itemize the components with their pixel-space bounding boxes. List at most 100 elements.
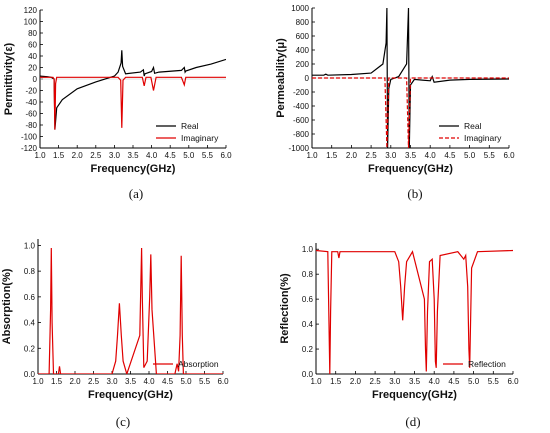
x-axis-label: Frequency(GHz) [91, 163, 176, 175]
x-tick-label: 4.0 [143, 377, 155, 386]
y-axis-label: Permeability(μ) [275, 38, 287, 118]
x-tick-label: 2.5 [370, 377, 382, 386]
x-tick-label: 4.0 [146, 151, 158, 160]
y-tick-label: 0.2 [302, 345, 314, 354]
chart-panel-3: 1.0 1.5 2.0 2.5 3.0 3.5 4.0 4.5 5.0 5.5 6.0 0.0 0.2 0… [1, 239, 229, 429]
y-tick-label: -100 [21, 133, 38, 142]
series-line-absorption [38, 247, 223, 374]
legend-label: Absorption [178, 359, 219, 369]
panel-caption: (a) [129, 186, 143, 201]
y-tick-label: -80 [25, 121, 37, 130]
panel-caption: (c) [116, 414, 130, 429]
y-tick-label: 0.2 [24, 344, 36, 353]
legend-label: Real [181, 121, 199, 131]
x-tick-label: 3.5 [409, 377, 421, 386]
x-tick-label: 4.5 [165, 151, 177, 160]
x-axis-label: Frequency(GHz) [368, 163, 453, 175]
y-tick-label: -60 [25, 110, 37, 119]
x-tick-label: 2.0 [346, 151, 358, 160]
y-tick-label: 0 [33, 75, 38, 84]
chart-panel-2: 1.0 1.5 2.0 2.5 3.0 3.5 4.0 4.5 5.0 5.5 6.0 -1000 -8… [275, 4, 515, 201]
x-axis-label: Frequency(GHz) [372, 389, 457, 401]
y-tick-label: -200 [293, 88, 310, 97]
series-line-imaginary [40, 76, 226, 130]
y-tick-label: 200 [296, 60, 310, 69]
y-tick-label: 1.0 [24, 241, 36, 250]
series-line-real [40, 50, 226, 130]
x-tick-label: 2.0 [69, 377, 81, 386]
x-tick-label: 5.5 [202, 151, 214, 160]
x-tick-label: 2.5 [88, 377, 100, 386]
y-tick-label: 0.6 [302, 295, 314, 304]
y-tick-label: -20 [25, 87, 37, 96]
y-tick-label: 20 [28, 64, 37, 73]
x-tick-label: 3.5 [125, 377, 137, 386]
series-line-reflection [316, 249, 513, 374]
y-tick-label: -800 [293, 130, 310, 139]
x-tick-label: 3.5 [127, 151, 139, 160]
panel-caption: (d) [405, 414, 420, 429]
y-tick-label: -400 [293, 102, 310, 111]
y-tick-label: 0.8 [302, 270, 314, 279]
y-tick-label: 120 [24, 6, 38, 15]
x-tick-label: 3.5 [405, 151, 417, 160]
y-tick-label: 60 [28, 41, 37, 50]
x-tick-label: 2.0 [72, 151, 84, 160]
legend-label: Real [464, 121, 482, 131]
x-tick-label: 1.5 [53, 151, 65, 160]
x-tick-label: 6.0 [220, 151, 232, 160]
x-tick-label: 5.5 [484, 151, 496, 160]
x-tick-label: 5.5 [488, 377, 500, 386]
x-tick-label: 2.5 [90, 151, 102, 160]
x-tick-label: 4.5 [448, 377, 460, 386]
x-tick-label: 1.5 [326, 151, 338, 160]
x-tick-label: 2.0 [350, 377, 362, 386]
legend-label: Imaginary [464, 133, 502, 143]
x-tick-label: 3.0 [385, 151, 397, 160]
legend-label: Imaginary [181, 133, 219, 143]
x-tick-label: 6.0 [503, 151, 515, 160]
y-axis-label: Reflection(%) [279, 273, 291, 344]
x-tick-label: 2.5 [366, 151, 378, 160]
x-tick-label: 6.0 [507, 377, 519, 386]
y-axis-label: Permittivity(ε) [3, 42, 15, 115]
x-axis-label: Frequency(GHz) [88, 389, 173, 401]
y-tick-label: 0.4 [302, 320, 314, 329]
y-tick-label: 600 [296, 32, 310, 41]
x-tick-label: 4.5 [162, 377, 174, 386]
x-tick-label: 3.0 [389, 377, 401, 386]
panel-caption: (b) [407, 186, 422, 201]
y-tick-label: -40 [25, 98, 37, 107]
x-tick-label: 4.0 [425, 151, 437, 160]
x-tick-label: 5.0 [468, 377, 480, 386]
x-tick-label: 1.5 [51, 377, 63, 386]
y-tick-label: 0 [305, 74, 310, 83]
y-tick-label: 1000 [291, 4, 309, 13]
y-tick-label: 0.0 [302, 370, 314, 379]
y-tick-label: 100 [24, 18, 38, 27]
y-tick-label: 40 [28, 52, 37, 61]
x-tick-label: 5.0 [183, 151, 195, 160]
x-tick-label: 5.0 [180, 377, 192, 386]
y-axis-label: Absorption(%) [1, 268, 13, 344]
x-tick-label: 4.5 [444, 151, 456, 160]
x-tick-label: 1.5 [330, 377, 342, 386]
y-tick-label: 400 [296, 46, 310, 55]
x-tick-label: 1.0 [310, 377, 322, 386]
x-tick-label: 5.0 [464, 151, 476, 160]
y-tick-label: -1000 [289, 144, 310, 153]
x-tick-label: 1.0 [34, 151, 46, 160]
x-tick-label: 1.0 [32, 377, 44, 386]
x-tick-label: 6.0 [217, 377, 229, 386]
y-tick-label: -600 [293, 116, 310, 125]
chart-panel-4: 1.0 1.5 2.0 2.5 3.0 3.5 4.0 4.5 5.0 5.5 6.0 0.0 0.2 0… [279, 243, 519, 429]
y-tick-label: -120 [21, 144, 38, 153]
y-tick-label: 800 [296, 18, 310, 27]
x-tick-label: 3.0 [106, 377, 118, 386]
x-tick-label: 4.0 [429, 377, 441, 386]
legend-label: Reflection [468, 359, 506, 369]
y-tick-label: 0.8 [24, 267, 36, 276]
series-line-real [312, 8, 509, 148]
chart-panel-1: 1.0 1.5 2.0 2.5 3.0 3.5 4.0 4.5 5.0 5.5 6.0 -120 -10… [3, 6, 232, 201]
